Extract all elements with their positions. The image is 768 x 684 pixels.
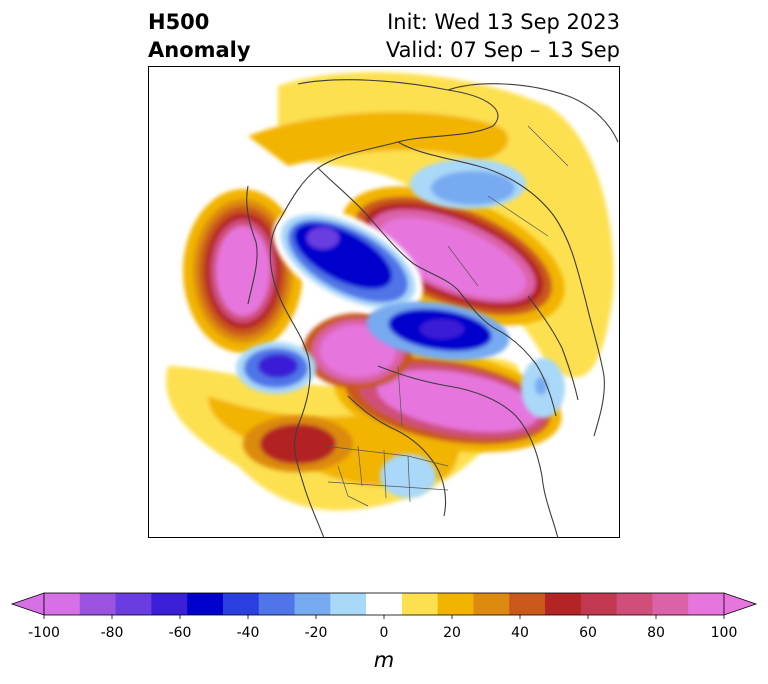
colorbar-swatch [44,593,81,615]
negative-anomaly-arctic [410,159,526,209]
colorbar-swatch [509,593,546,615]
colorbar-swatch [187,593,224,615]
negative-anomaly-pacific [236,342,316,394]
colorbar-swatch [366,593,403,615]
colorbar-swatch [401,593,439,615]
positive-anomaly-west-coast [183,189,303,353]
positive-anomaly-central [303,313,562,453]
political-borders [323,125,569,507]
title-right: Init: Wed 13 Sep 2023 Valid: 07 Sep – 13… [386,8,620,64]
colorbar-swatch [652,593,689,615]
colorbar-tick-label: 60 [579,625,597,641]
colorbar-tick-label: -20 [304,625,328,641]
negative-anomaly-greenland [366,301,510,361]
title-left: H500 Anomaly [148,8,251,64]
colorbar-swatch [437,593,474,615]
colorbar-swatch [151,593,188,615]
init-time: Init: Wed 13 Sep 2023 [387,10,620,34]
colorbar-extend-high [723,592,758,616]
colorbar-swatch [473,593,510,615]
colorbar-swatch [79,593,117,615]
negative-anomaly-alaska [272,207,424,315]
positive-anomaly-southwest [243,416,353,472]
map-frame [148,66,620,538]
colorbar-swatch [688,593,725,615]
colorbar-swatch [580,593,618,615]
colorbar-swatch [115,593,152,615]
colorbar-tick-label: -60 [168,625,192,641]
title-field: Anomaly [148,38,251,62]
colorbar-tick-label: -80 [100,625,124,641]
colorbar-tick-label: 80 [647,625,665,641]
coastlines [246,79,619,538]
colorbar-extend-low [10,592,45,616]
colorbar-tick-label: 0 [379,625,389,641]
negative-anomaly-europe [380,454,436,498]
title-variable: H500 [148,10,210,34]
negative-anomaly-atlantic [521,358,565,418]
colorbar-tick-label: -40 [236,625,260,641]
colorbar-swatch [222,593,260,615]
anomaly-map [148,66,620,538]
colorbar-swatch [258,593,296,615]
colorbar-tick-label: -100 [28,625,60,641]
colorbar-swatch [330,593,367,615]
colorbar-swatch [294,593,331,615]
colorbar-swatch [545,593,582,615]
colorbar-tick-label: 40 [511,625,529,641]
colorbar-tick-label: 100 [710,625,738,641]
colorbar-unit: m [373,648,395,672]
colorbar-swatch [616,593,653,615]
colorbar [10,592,758,619]
colorbar-tick-label: 20 [443,625,461,641]
valid-period: Valid: 07 Sep – 13 Sep [385,38,620,62]
